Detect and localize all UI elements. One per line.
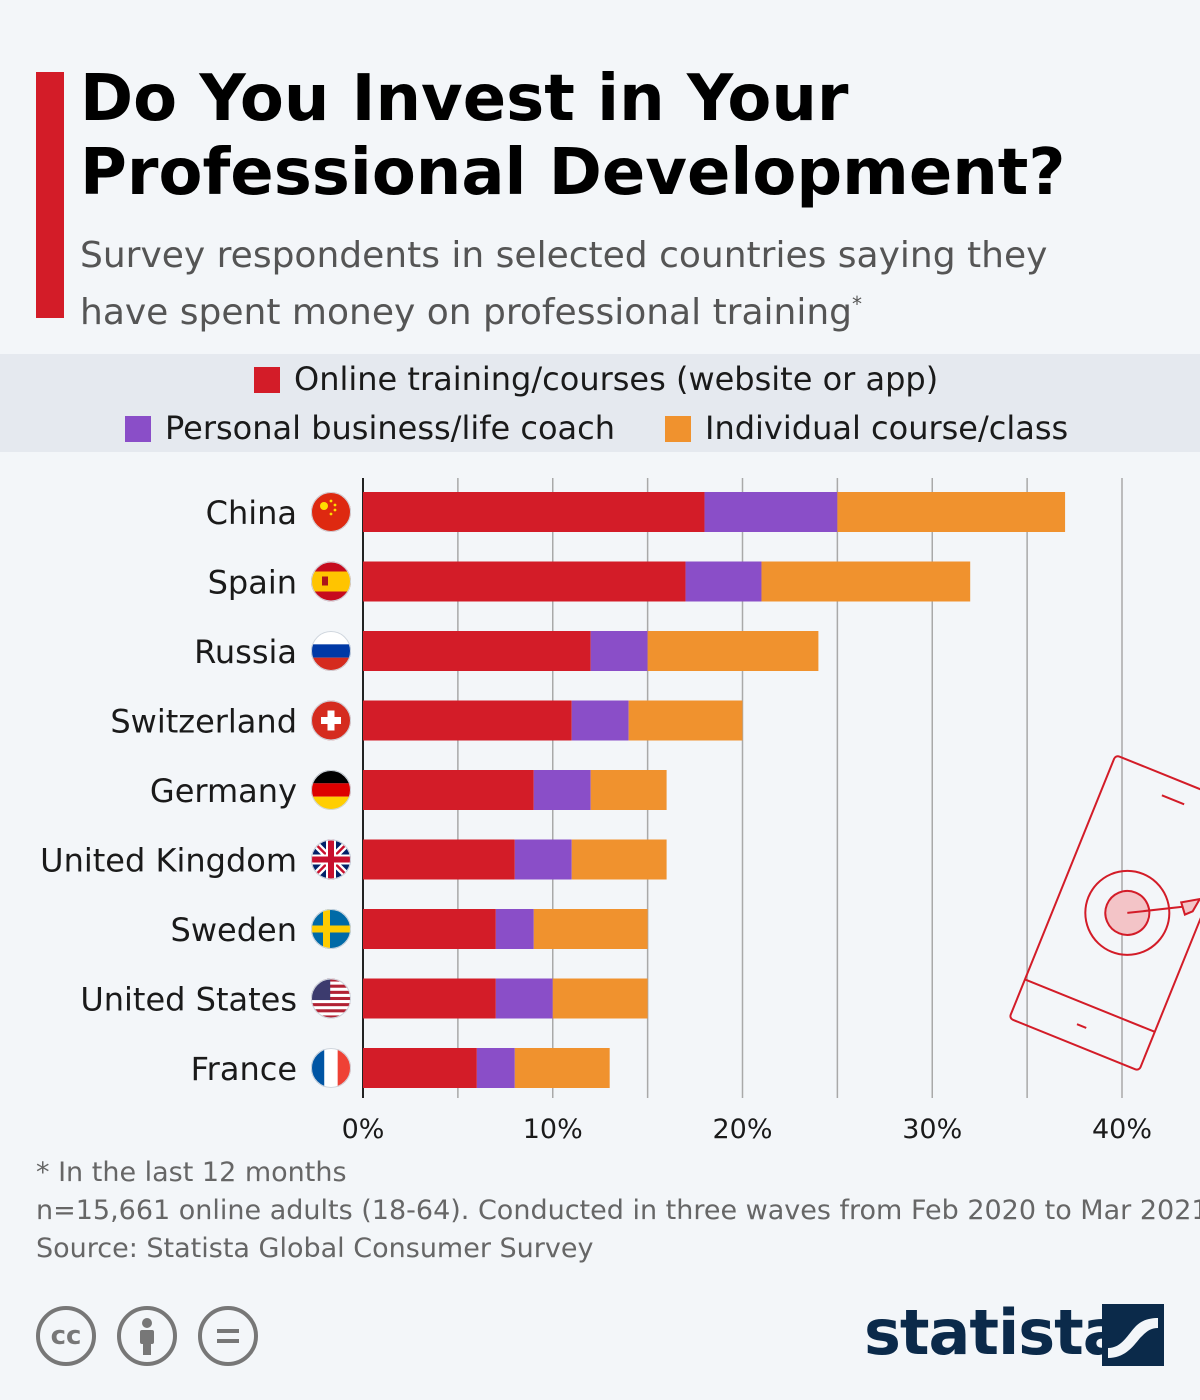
- legend: Online training/courses (website or app)…: [0, 354, 1200, 452]
- phone-body: [1009, 755, 1200, 1071]
- flag-switzerland-icon: [311, 700, 351, 741]
- bar-segment-course: [647, 631, 819, 671]
- category-label: China: [206, 494, 297, 532]
- bar-segment-course: [761, 561, 971, 602]
- bar-segment-course: [590, 770, 667, 810]
- bar-segment-coach: [495, 909, 534, 949]
- footnote-sample: n=15,661 online adults (18-64). Conducte…: [36, 1195, 1200, 1226]
- bar-segment-online: [363, 770, 534, 810]
- bar-segment-course: [628, 700, 743, 741]
- bar-segment-online: [363, 909, 496, 949]
- bar-segment-online: [363, 1048, 477, 1088]
- bar-series: [363, 492, 1066, 1088]
- category-label: Spain: [208, 564, 297, 602]
- legend-item-coach: Personal business/life coach: [125, 408, 615, 448]
- bar-segment-coach: [590, 631, 648, 671]
- legend-label-online: Online training/courses (website or app): [294, 360, 939, 398]
- category-label: Russia: [194, 633, 297, 671]
- flag-sweden-icon: [311, 909, 351, 949]
- legend-label-coach: Personal business/life coach: [165, 409, 616, 447]
- dart-fletching: [1179, 897, 1200, 916]
- flag-france-icon: [311, 1048, 351, 1088]
- bar-segment-coach: [476, 1048, 515, 1088]
- x-tick-label: 0%: [342, 1114, 385, 1145]
- stacked-bar-chart: China Spain Russia Switzerland Germany United…: [40, 478, 1200, 1145]
- bar-segment-coach: [685, 561, 762, 602]
- legend-swatch-coach: [125, 416, 151, 442]
- x-tick-label: 40%: [1092, 1114, 1152, 1145]
- bar-segment-online: [363, 561, 686, 602]
- bar-segment-course: [571, 839, 667, 880]
- x-axis-ticks: 0% 10% 20% 30% 40%: [342, 1114, 1152, 1145]
- flag-china-icon: [311, 492, 351, 532]
- footnote-source: Source: Statista Global Consumer Survey: [36, 1233, 594, 1264]
- flag-russia-icon: [311, 631, 351, 671]
- nd-icon[interactable]: [198, 1306, 259, 1366]
- category-label: Switzerland: [110, 703, 297, 741]
- phone-speaker: [1161, 794, 1185, 806]
- bar-segment-course: [837, 492, 1066, 532]
- subtitle-footnote-mark: *: [852, 292, 863, 316]
- statista-logo-icon: [1102, 1304, 1164, 1366]
- legend-item-online: Online training/courses (website or app): [254, 359, 938, 399]
- bar-segment-coach: [571, 700, 629, 741]
- bar-segment-course: [514, 1048, 610, 1088]
- category-labels: China Spain Russia Switzerland Germany United…: [40, 494, 297, 1088]
- cc-icon[interactable]: cc: [36, 1306, 96, 1366]
- bar-segment-coach: [495, 978, 553, 1019]
- phone-target-illustration: [1009, 755, 1200, 1071]
- legend-label-course: Individual course/class: [705, 409, 1069, 447]
- dart-shaft: [1127, 905, 1187, 914]
- bar-segment-coach: [533, 770, 591, 810]
- license-icons: cc: [36, 1306, 274, 1366]
- legend-item-course: Individual course/class: [665, 408, 1068, 448]
- footnote-period: * In the last 12 months: [36, 1157, 347, 1188]
- bar-segment-coach: [514, 839, 572, 880]
- bar-segment-online: [363, 631, 591, 671]
- subtitle-text: Survey respondents in selected countries…: [80, 235, 1048, 333]
- bar-segment-online: [363, 839, 515, 880]
- flag-icons: [311, 492, 351, 1088]
- flag-uk-icon: [311, 839, 351, 880]
- title-accent-bar: [36, 72, 64, 318]
- category-label: France: [191, 1050, 297, 1088]
- bar-segment-online: [363, 978, 496, 1019]
- logo-text: statista: [864, 1296, 1125, 1369]
- target-ring-inner: [1104, 889, 1151, 936]
- category-label: United States: [80, 981, 297, 1019]
- x-tick-label: 30%: [902, 1114, 962, 1145]
- bar-segment-course: [533, 909, 648, 949]
- phone-home-button: [1076, 1023, 1087, 1029]
- bar-segment-online: [363, 492, 705, 532]
- category-label: Sweden: [171, 911, 297, 949]
- statista-logo[interactable]: statista: [864, 1298, 1164, 1368]
- target-ring-outer: [1084, 869, 1171, 956]
- flag-germany-icon: [311, 770, 351, 810]
- bar-segment-coach: [704, 492, 838, 532]
- bar-segment-course: [552, 978, 648, 1019]
- legend-swatch-online: [254, 367, 280, 393]
- flag-usa-icon: [311, 978, 351, 1019]
- legend-swatch-course: [665, 416, 691, 442]
- category-label: Germany: [150, 772, 297, 810]
- bar-segment-online: [363, 700, 572, 741]
- by-icon[interactable]: [117, 1306, 178, 1366]
- chart-subtitle: Survey respondents in selected countries…: [80, 232, 1080, 337]
- flag-spain-icon: [311, 561, 351, 602]
- category-label: United Kingdom: [40, 842, 297, 880]
- footnotes: * In the last 12 months n=15,661 online …: [36, 1154, 1200, 1268]
- x-tick-label: 10%: [523, 1114, 583, 1145]
- chart-title: Do You Invest in Your Professional Devel…: [80, 62, 1066, 210]
- x-tick-label: 20%: [712, 1114, 772, 1145]
